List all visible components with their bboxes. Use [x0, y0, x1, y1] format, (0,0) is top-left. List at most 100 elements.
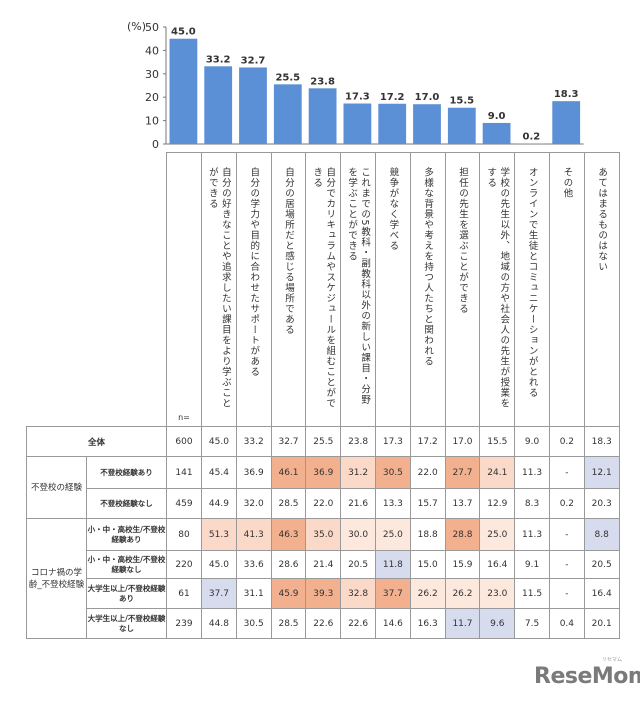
category-label-text: 自分の好きなことや追求したい課目をより学ぶことができる	[206, 166, 231, 409]
value-cell: 24.1	[479, 456, 516, 489]
value-cell: 44.9	[201, 488, 237, 519]
bar-value-label: 9.0	[488, 111, 506, 122]
value-cell: 22.6	[305, 608, 342, 639]
bar-value-label: 15.5	[449, 96, 474, 107]
bar	[239, 67, 267, 144]
y-tick-label: 30	[145, 68, 159, 81]
bar-value-label: 45.0	[171, 27, 196, 38]
bar-value-label: 23.8	[310, 76, 335, 87]
bar-value-label: 18.3	[554, 89, 579, 100]
value-cell: 22.0	[409, 456, 446, 489]
header-blank	[27, 153, 167, 427]
value-cell: 11.7	[444, 608, 481, 639]
value-cell: -	[548, 456, 585, 489]
bar-value-label: 32.7	[241, 55, 266, 66]
value-cell: -	[548, 550, 585, 579]
value-cell: 28.5	[270, 488, 307, 519]
value-cell: 0.2	[548, 488, 585, 519]
value-cell: 45.0	[201, 426, 237, 457]
value-cell: 12.1	[583, 456, 620, 489]
value-cell: 23.0	[479, 578, 516, 609]
category-label-text: これまでの5教科・副教科以外の新しい課目・分野を学ぶことができる	[346, 166, 371, 405]
row-label: 不登校経験なし	[86, 488, 167, 519]
row-label: 大学生以上/不登校経験あり	[86, 578, 167, 609]
value-cell: 9.0	[514, 426, 550, 457]
row-label: 小・中・高校生/不登校経験なし	[86, 550, 167, 579]
n-cell: 80	[166, 518, 202, 551]
category-label-text: 学校の先生以外、地域の方や社会人の先生が授業をする	[485, 166, 510, 409]
value-cell: 0.4	[548, 608, 585, 639]
table-row: 大学生以上/不登校経験あり 61 37.7 31.1 45.9 39.3 32.8 37.7 2…	[27, 578, 620, 609]
category-label-text: 担任の先生を選ぶことができる	[456, 166, 468, 314]
value-cell: 17.3	[374, 426, 411, 457]
row-label: 全体	[26, 426, 167, 457]
row-label: 小・中・高校生/不登校経験あり	[86, 518, 167, 551]
category-label: 多様な背景や考えを持つ人たちと関われる	[409, 152, 446, 427]
bar-value-label: 0.2	[523, 132, 541, 143]
value-cell: 13.7	[444, 488, 481, 519]
value-cell: 33.2	[235, 426, 272, 457]
value-cell: 25.5	[305, 426, 342, 457]
value-cell: 9.1	[514, 550, 550, 579]
row-label: 大学生以上/不登校経験なし	[86, 608, 167, 639]
bar	[204, 66, 233, 144]
bar-value-label: 25.5	[275, 72, 300, 83]
value-cell: 16.3	[409, 608, 446, 639]
value-cell: 15.9	[444, 550, 481, 579]
value-cell: 41.3	[235, 518, 272, 551]
bar-value-label: 17.0	[415, 92, 440, 103]
category-label: その他	[548, 152, 585, 427]
value-cell: 46.3	[270, 518, 307, 551]
value-cell: 44.8	[201, 608, 237, 639]
n-cell: 220	[166, 550, 202, 579]
value-cell: 30.5	[374, 456, 411, 489]
category-label-text: あてはまるものはない	[596, 166, 608, 272]
y-tick-label: 50	[145, 21, 159, 34]
row-group-label: コロナ禍の学齢_不登校経験	[26, 518, 87, 639]
y-tick-label: 0	[152, 138, 159, 151]
bar	[517, 143, 546, 145]
value-cell: 31.1	[235, 578, 272, 609]
value-cell: 16.4	[583, 578, 620, 609]
value-cell: 30.5	[235, 608, 272, 639]
table-row: 不登校経験なし 459 44.9 32.0 28.5 22.0 21.6 13.3 15.7 13…	[27, 488, 620, 519]
value-cell: 46.1	[270, 456, 307, 489]
category-label: 自分でカリキュラムやスケジュールを組むことができる	[305, 152, 342, 427]
value-cell: 20.1	[583, 608, 620, 639]
bar	[447, 107, 476, 144]
value-cell: 14.6	[374, 608, 411, 639]
category-label-text: その他	[561, 166, 573, 199]
category-label-text: 自分でカリキュラムやスケジュールを組むことができる	[311, 166, 336, 409]
bar	[552, 101, 581, 144]
n-header: n=	[166, 152, 202, 427]
category-label: 学校の先生以外、地域の方や社会人の先生が授業をする	[479, 152, 516, 427]
value-cell: 25.0	[374, 518, 411, 551]
bar-value-label: 17.2	[380, 92, 405, 103]
category-label: オンラインで生徒とコミュニケーションがとれる	[514, 152, 550, 427]
value-cell: 17.0	[444, 426, 481, 457]
bar	[308, 88, 337, 144]
y-tick-label: 20	[145, 91, 159, 104]
value-cell: 20.5	[340, 550, 376, 579]
value-cell: 36.9	[305, 456, 342, 489]
category-label: これまでの5教科・副教科以外の新しい課目・分野を学ぶことができる	[340, 152, 376, 427]
value-cell: -	[548, 578, 585, 609]
n-cell: 459	[166, 488, 202, 519]
bar-value-label: 17.3	[345, 92, 370, 103]
data-table: n= 自分の好きなことや追求したい課目をより学ぶことができる 自分の学力や目的に合わ…	[26, 152, 620, 639]
category-label-text: 自分の学力や目的に合わせたサポートがある	[248, 166, 260, 377]
n-cell: 141	[166, 456, 202, 489]
value-cell: 15.7	[409, 488, 446, 519]
value-cell: 28.8	[444, 518, 481, 551]
bar-chart: 0 10 20 30 40 50(%) 45.0 33.2 32.7 25.5 23.8 17.3 17…	[127, 20, 584, 151]
category-label-text: 自分の居場所だと感じる場所である	[282, 166, 294, 335]
category-label: 自分の居場所だと感じる場所である	[270, 152, 307, 427]
value-cell: 27.7	[444, 456, 481, 489]
value-cell: 8.8	[583, 518, 620, 551]
table-row: 大学生以上/不登校経験なし 239 44.8 30.5 28.5 22.6 22.6 14.6…	[27, 608, 620, 639]
value-cell: 0.2	[548, 426, 585, 457]
value-cell: 51.3	[201, 518, 237, 551]
value-cell: 9.6	[479, 608, 516, 639]
value-cell: 33.6	[235, 550, 272, 579]
value-cell: 28.5	[270, 608, 307, 639]
